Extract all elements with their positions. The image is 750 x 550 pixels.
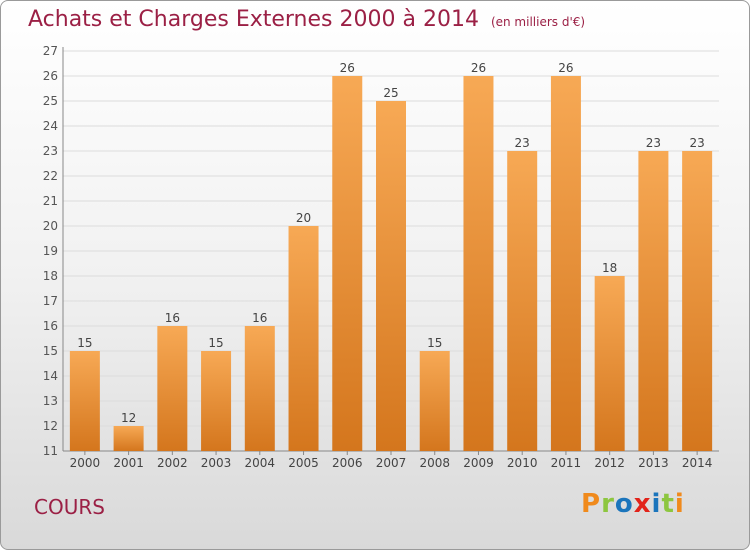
y-tick-label: 11 [43,444,58,458]
bar [419,351,450,451]
y-tick-label: 22 [43,169,58,183]
data-label: 20 [296,211,311,225]
bar [550,76,581,451]
x-tick-label: 2002 [157,456,188,470]
y-tick-label: 19 [43,244,58,258]
data-label: 16 [165,311,180,325]
data-label: 15 [427,336,442,350]
y-tick-label: 17 [43,294,58,308]
data-label: 15 [77,336,92,350]
y-tick-label: 13 [43,394,58,408]
data-label: 23 [646,136,661,150]
bar [244,326,275,451]
bars [69,76,713,451]
chart-title-unit: (en milliers d'€) [490,15,586,29]
data-label: 26 [558,61,573,75]
x-tick-label: 2005 [288,456,319,470]
bar [201,351,232,451]
y-tick-labels: 11 12 13 14 15 16 17 18 19 20 21 22 23 24 25 26 27 [43,44,58,458]
logo-letter: i [674,489,685,519]
bar [69,351,100,451]
data-label: 18 [602,261,617,275]
bar [113,426,144,451]
bar [376,101,406,451]
logo-letter: r [601,489,615,519]
data-label: 15 [208,336,223,350]
data-label: 25 [383,86,398,100]
x-tick-label: 2000 [70,456,101,470]
chart-title-main: Achats et Charges Externes 2000 à 2014 [28,7,479,32]
x-tick-label: 2009 [463,456,494,470]
data-label: 23 [689,136,704,150]
x-tick-label: 2008 [419,456,450,470]
bar [332,76,363,451]
logo-letter: o [614,489,634,519]
x-tick-label: 2003 [201,456,232,470]
bar [157,326,188,451]
x-tick-label: 2004 [245,456,276,470]
bar [463,76,494,451]
logo-letter: i [651,489,662,519]
y-tick-label: 15 [43,344,58,358]
proxiti-logo: Proxiti [581,489,685,519]
y-tick-label: 21 [43,194,58,208]
y-tick-label: 16 [43,319,58,333]
y-tick-label: 25 [43,94,58,108]
bar [638,151,669,451]
bar [288,226,319,451]
x-tick-label: 2012 [594,456,625,470]
y-tick-label: 20 [43,219,58,233]
x-tick-label: 2013 [638,456,669,470]
data-labels: 15 12 16 15 16 20 26 25 15 26 23 26 18 23 23 [77,61,705,425]
x-tick-label: 2001 [113,456,144,470]
y-tick-label: 12 [43,419,58,433]
x-tick-label: 2007 [376,456,407,470]
data-label: 12 [121,411,136,425]
y-tick-label: 23 [43,144,58,158]
bar [682,151,713,451]
y-tick-label: 18 [43,269,58,283]
logo-letter: t [661,489,675,519]
logo-letter: x [633,489,652,519]
y-tick-label: 27 [43,44,58,58]
data-label: 16 [252,311,267,325]
y-tick-label: 26 [43,69,58,83]
data-label: 23 [515,136,530,150]
x-tick-label: 2011 [551,456,582,470]
data-label: 26 [340,61,355,75]
x-tick-label: 2006 [332,456,363,470]
place-name: COURS [34,495,105,519]
y-tick-label: 14 [43,369,58,383]
x-tick-labels: 2000 2001 2002 2003 2004 2005 2006 2007 2008 2009… [70,456,713,470]
chart-title: Achats et Charges Externes 2000 à 2014 (e… [28,7,585,32]
y-tick-label: 24 [43,119,58,133]
x-tick-label: 2014 [682,456,713,470]
logo-letter: P [581,489,602,519]
x-tick-label: 2010 [507,456,538,470]
bar [507,151,538,451]
data-label: 26 [471,61,486,75]
bar [594,276,625,451]
